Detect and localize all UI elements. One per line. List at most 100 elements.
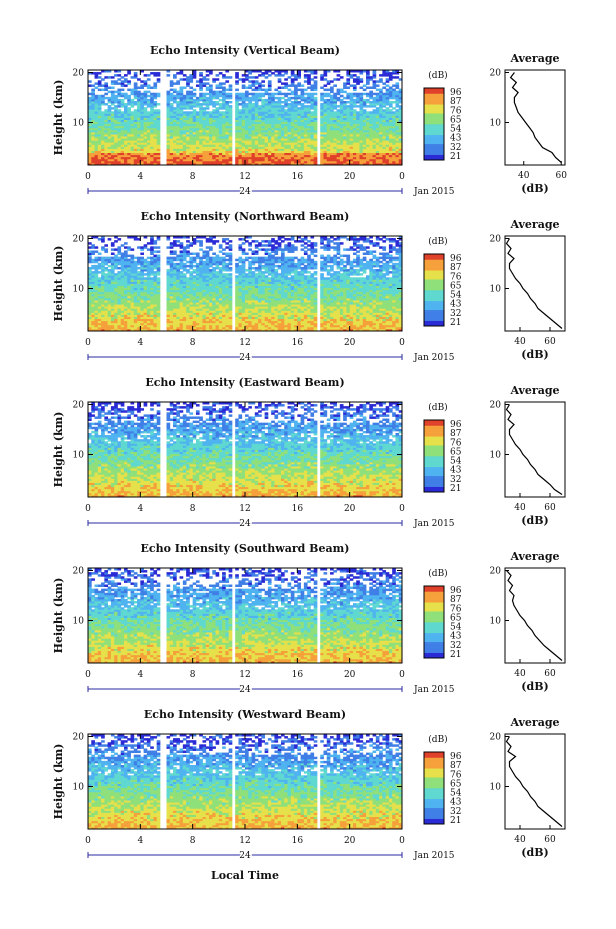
heatmap-cell: [303, 119, 308, 123]
heatmap-cell: [199, 154, 203, 158]
heatmap-cell: [330, 109, 334, 112]
heatmap-cell: [294, 125, 298, 129]
heatmap-cell: [179, 162, 184, 166]
heatmap-cell: [310, 86, 315, 89]
heatmap-cell: [330, 119, 334, 123]
heatmap-cell: [271, 125, 275, 129]
heatmap-cell: [195, 100, 200, 104]
heatmap-cell: [235, 123, 239, 127]
heatmap-cell: [264, 105, 269, 108]
heatmap-cell: [182, 119, 187, 123]
heatmap-cell: [228, 140, 233, 143]
heatmap-cell: [313, 138, 318, 141]
heatmap-cell: [271, 119, 275, 123]
heatmap-cell: [205, 115, 210, 118]
heatmap-cell: [91, 131, 95, 135]
heatmap-cell: [153, 328, 158, 332]
heatmap-cell: [254, 121, 259, 125]
heatmap-cell: [375, 150, 380, 154]
heatmap-cell: [123, 144, 128, 147]
heatmap-cell: [277, 109, 282, 112]
heatmap-cell: [248, 70, 252, 73]
heatmap-cell: [133, 90, 138, 94]
heatmap-cell: [218, 136, 223, 139]
heatmap-cell: [182, 156, 187, 160]
heatmap-cell: [369, 90, 373, 94]
heatmap-cell: [300, 131, 305, 135]
heatmap-cell: [195, 156, 200, 160]
heatmap-cell: [251, 82, 256, 85]
heatmap-cell: [271, 160, 275, 164]
heatmap-cell: [238, 162, 243, 166]
heatmap-cell: [173, 136, 177, 139]
heatmap-cell: [372, 127, 377, 131]
heatmap-cell: [199, 152, 203, 156]
heatmap-cell: [248, 150, 252, 154]
heatmap-cell: [284, 117, 288, 120]
heatmap-cell: [343, 138, 347, 141]
heatmap-cell: [372, 105, 377, 108]
heatmap-cell: [153, 103, 158, 106]
heatmap-cell: [356, 131, 360, 135]
heatmap-cell: [290, 148, 295, 151]
heatmap-cell: [133, 150, 138, 154]
heatmap-cell: [235, 80, 239, 83]
heatmap-cell: [169, 82, 174, 85]
heatmap-cells: [88, 70, 403, 166]
heatmap-cell: [297, 84, 301, 87]
heatmap-cell: [205, 328, 210, 332]
heatmap-cell: [235, 117, 239, 120]
heatmap-cell: [156, 148, 161, 151]
heatmap-cell: [189, 121, 194, 125]
heatmap-cell: [133, 92, 138, 96]
heatmap-cell: [192, 74, 197, 77]
heatmap-cell: [274, 146, 279, 149]
heatmap-cell: [195, 146, 200, 149]
heatmap-cell: [133, 156, 138, 160]
heatmap-cell: [150, 115, 154, 118]
heatmap-cell: [120, 105, 125, 108]
heatmap-cell: [228, 136, 233, 139]
heatmap-cell: [349, 109, 354, 112]
heatmap-cell: [114, 328, 118, 332]
heatmap-cell: [130, 144, 135, 147]
heatmap-cell: [303, 121, 308, 125]
heatmap-cell: [287, 92, 292, 96]
heatmap-cell: [290, 328, 295, 332]
heatmap-cell: [195, 103, 200, 106]
heatmap-cell: [277, 70, 282, 73]
heatmap-cell: [195, 142, 200, 145]
heatmap-cell: [169, 125, 174, 129]
heatmap-cell: [228, 86, 233, 89]
heatmap-cell: [326, 117, 331, 120]
heatmap-cell: [294, 131, 298, 135]
heatmap-cell: [186, 129, 190, 133]
heatmap-cell: [336, 123, 341, 127]
heatmap-cell: [120, 156, 125, 160]
heatmap-cell: [176, 123, 180, 127]
heatmap-cell: [228, 127, 233, 131]
heatmap-cell: [303, 154, 308, 158]
heatmap-cell: [205, 113, 210, 116]
heatmap-cell: [245, 131, 249, 135]
heatmap-cell: [248, 80, 252, 83]
heatmap-cell: [94, 115, 99, 118]
heatmap-cell: [310, 121, 315, 125]
heatmap-cell: [323, 125, 328, 129]
heatmap-cell: [375, 136, 380, 139]
heatmap-cell: [120, 111, 125, 114]
heatmap-cell: [94, 136, 99, 139]
heatmap-cell: [94, 96, 99, 100]
heatmap-cell: [218, 138, 223, 141]
heatmap-cell: [101, 134, 105, 137]
heatmap-cell: [107, 158, 112, 162]
heatmap-cell: [382, 70, 387, 73]
heatmap-cell: [274, 131, 279, 135]
heatmap-cell: [254, 113, 259, 116]
heatmap-cell: [205, 140, 210, 143]
heatmap-cell: [264, 92, 269, 96]
heatmap-cell: [294, 138, 298, 141]
heatmap-cell: [195, 144, 200, 147]
heatmap-cell: [228, 150, 233, 154]
heatmap-cell: [205, 103, 210, 106]
